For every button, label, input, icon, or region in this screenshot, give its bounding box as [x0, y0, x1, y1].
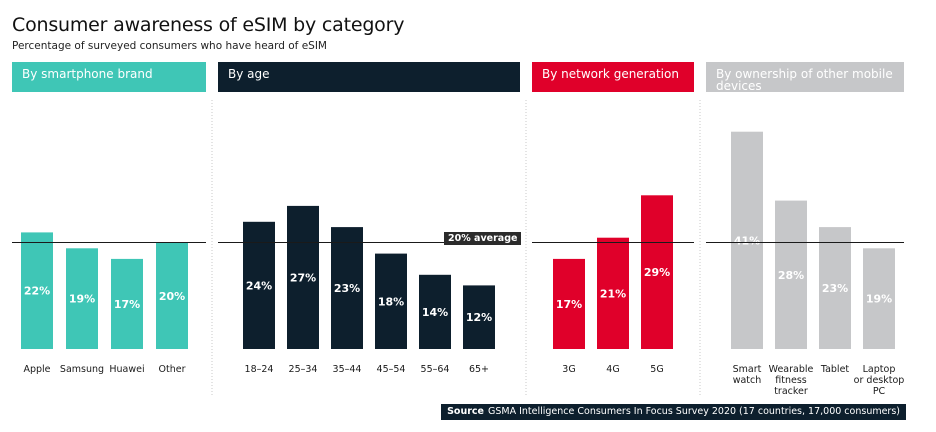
panel-header-ownership: By ownership of other mobile devices — [706, 62, 904, 92]
source-text: GSMA Intelligence Consumers In Focus Sur… — [487, 406, 900, 417]
chart-subtitle: Percentage of surveyed consumers who hav… — [12, 40, 327, 52]
bar-network-0 — [553, 258, 585, 349]
category-label-age-5: 65+ — [469, 364, 489, 375]
value-label-network-0: 17% — [556, 298, 582, 311]
value-label-age-0: 24% — [246, 279, 272, 292]
bar-ownership-3 — [863, 248, 895, 349]
value-label-ownership-1: 28% — [778, 269, 804, 282]
bar-brand-1 — [66, 248, 98, 349]
category-label-age-0: 18–24 — [245, 364, 274, 375]
source-note: Source GSMA Intelligence Consumers In Foc… — [441, 404, 906, 420]
value-label-age-4: 14% — [422, 306, 448, 319]
value-label-ownership-2: 23% — [822, 282, 848, 295]
value-label-ownership-3: 19% — [866, 293, 892, 306]
value-label-brand-3: 20% — [159, 290, 185, 303]
bar-ownership-0 — [731, 131, 763, 349]
value-label-ownership-0: 41% — [734, 234, 760, 247]
bar-age-5 — [463, 285, 495, 349]
category-label-age-4: 55–64 — [421, 364, 450, 375]
bar-age-4 — [419, 274, 451, 349]
category-label-brand-2: Huawei — [109, 364, 144, 375]
value-label-brand-1: 19% — [69, 293, 95, 306]
source-label: Source — [447, 406, 484, 417]
category-label-ownership-1: Wearable fitness tracker — [769, 364, 814, 397]
average-label: 20% average — [444, 232, 522, 245]
bar-ownership-1 — [775, 200, 807, 349]
category-label-brand-1: Samsung — [60, 364, 104, 375]
value-label-age-5: 12% — [466, 311, 492, 324]
value-label-age-3: 18% — [378, 295, 404, 308]
bar-network-1 — [597, 237, 629, 349]
category-label-age-2: 35–44 — [333, 364, 362, 375]
bar-brand-0 — [21, 232, 53, 349]
panel-header-network: By network generation — [532, 62, 694, 92]
category-label-age-1: 25–34 — [289, 364, 318, 375]
category-label-brand-3: Other — [159, 364, 186, 375]
category-label-ownership-3: Laptop or desktop PC — [854, 364, 905, 397]
value-label-brand-0: 22% — [24, 285, 50, 298]
category-label-network-1: 4G — [606, 364, 619, 375]
bar-ownership-2 — [819, 227, 851, 349]
bar-age-1 — [287, 205, 319, 349]
category-label-network-2: 5G — [650, 364, 663, 375]
bar-brand-3 — [156, 243, 188, 349]
panel-header-age: By age — [218, 62, 520, 92]
panel-header-brand: By smartphone brand — [12, 62, 206, 92]
category-label-ownership-2: Tablet — [820, 364, 850, 375]
bar-network-2 — [641, 195, 673, 349]
category-label-brand-0: Apple — [23, 364, 50, 375]
value-label-age-2: 23% — [334, 282, 360, 295]
value-label-network-1: 21% — [600, 287, 626, 300]
value-label-network-2: 29% — [644, 266, 670, 279]
value-label-age-1: 27% — [290, 271, 316, 284]
category-label-ownership-0: Smart watch — [733, 364, 762, 386]
chart-title: Consumer awareness of eSIM by category — [12, 14, 405, 36]
value-label-brand-2: 17% — [114, 298, 140, 311]
category-label-network-0: 3G — [562, 364, 575, 375]
bar-brand-2 — [111, 258, 143, 349]
category-label-age-3: 45–54 — [377, 364, 406, 375]
bar-age-3 — [375, 253, 407, 349]
bar-age-2 — [331, 227, 363, 349]
